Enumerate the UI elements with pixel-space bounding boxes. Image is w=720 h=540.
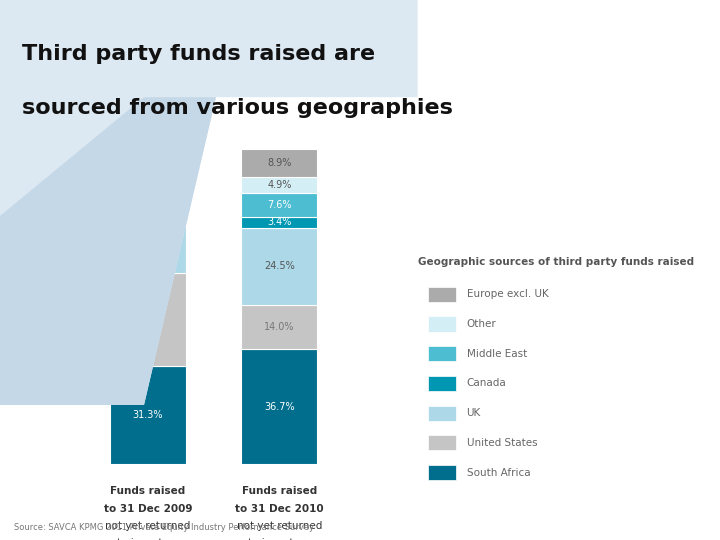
Bar — [110, 199, 186, 273]
Text: UK: UK — [467, 408, 481, 418]
Text: Funds raised: Funds raised — [242, 487, 317, 496]
Text: 36.7%: 36.7% — [264, 402, 294, 411]
Bar — [241, 305, 318, 349]
Text: 29.5%: 29.5% — [132, 314, 163, 325]
Bar — [110, 366, 186, 464]
Text: to 31 Dec 2010: to 31 Dec 2010 — [235, 504, 324, 514]
Text: Canada: Canada — [467, 379, 506, 388]
Text: Third party funds raised are: Third party funds raised are — [22, 44, 374, 64]
Text: not yet returned: not yet returned — [105, 521, 191, 531]
Text: 3.4%: 3.4% — [267, 217, 292, 227]
Bar — [110, 146, 186, 163]
Text: sourced from various geographies: sourced from various geographies — [22, 98, 452, 118]
Text: 24.5%: 24.5% — [264, 261, 294, 271]
Text: Middle East: Middle East — [467, 349, 527, 359]
Bar — [110, 174, 186, 189]
Text: Europe excl. UK: Europe excl. UK — [467, 289, 549, 299]
Bar — [241, 178, 318, 193]
Bar — [110, 189, 186, 199]
Text: Source: SAVCA KPMG 2011 Private Equity Industry Performance Survey: Source: SAVCA KPMG 2011 Private Equity I… — [14, 523, 315, 532]
Text: to investors: to investors — [248, 538, 310, 540]
Bar — [241, 227, 318, 305]
Text: 8.9%: 8.9% — [267, 158, 292, 168]
Text: South Africa: South Africa — [467, 468, 530, 477]
Bar — [110, 163, 186, 174]
Text: 4.9%: 4.9% — [136, 177, 161, 186]
Bar — [110, 273, 186, 366]
Text: 23.4%: 23.4% — [132, 231, 163, 241]
Bar — [241, 349, 318, 464]
Text: to 31 Dec 2009: to 31 Dec 2009 — [104, 504, 192, 514]
Text: not yet returned: not yet returned — [237, 521, 322, 531]
Text: SOUTHERN AFRICAN VENTURE CAPITAL
AND PRIVATE EQUITY ASSOCIATION: SOUTHERN AFRICAN VENTURE CAPITAL AND PRI… — [548, 83, 654, 93]
Bar — [241, 150, 318, 178]
Text: Geographic sources of third party funds raised: Geographic sources of third party funds … — [418, 257, 694, 267]
Text: Funds raised: Funds raised — [110, 487, 186, 496]
Bar — [241, 217, 318, 227]
Text: SAVCA: SAVCA — [565, 42, 637, 60]
Text: 7.6%: 7.6% — [267, 200, 292, 210]
Text: to investors: to investors — [117, 538, 179, 540]
Text: 31.3%: 31.3% — [132, 410, 163, 420]
Text: 5.4%: 5.4% — [136, 150, 161, 160]
Text: 14.0%: 14.0% — [264, 322, 294, 332]
Text: 3.2%: 3.2% — [136, 189, 161, 199]
Text: 4.9%: 4.9% — [267, 180, 292, 190]
Text: 3.3%: 3.3% — [136, 164, 161, 173]
Bar — [241, 193, 318, 217]
Text: United States: United States — [467, 438, 537, 448]
Text: Other: Other — [467, 319, 496, 329]
